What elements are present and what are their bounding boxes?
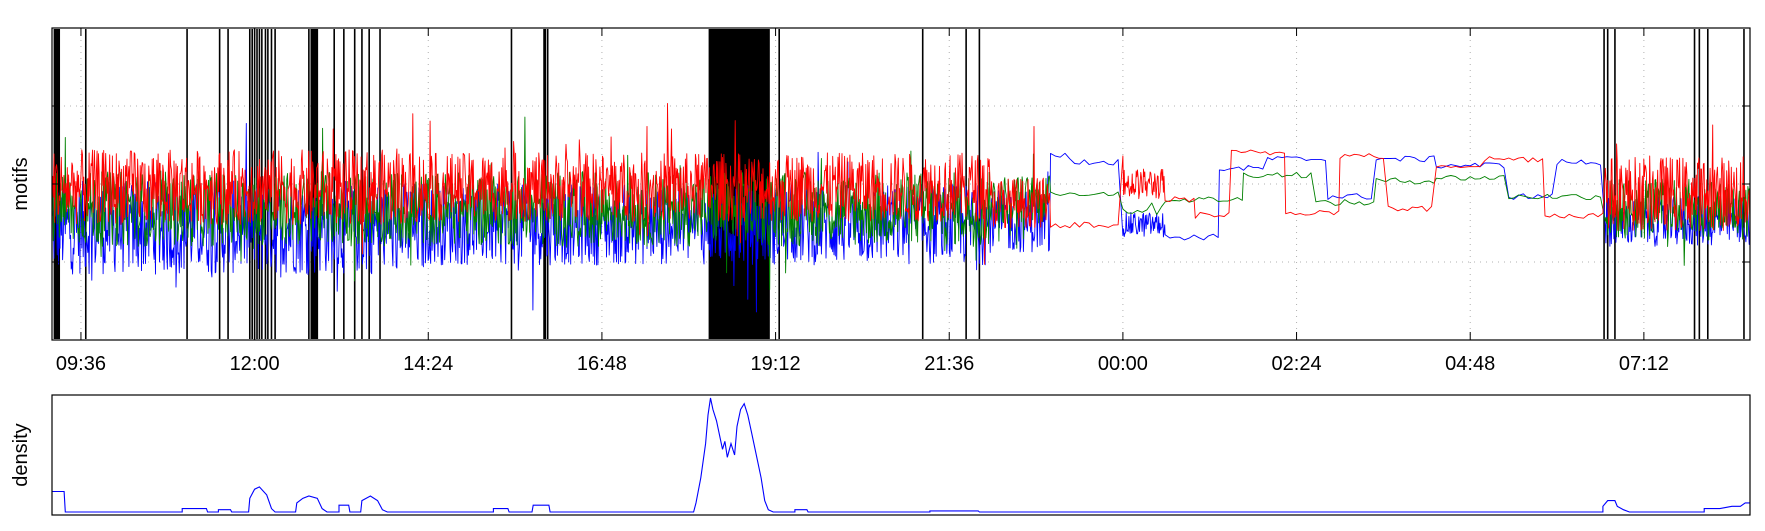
density-line [52, 397, 1750, 513]
x-tick-label-4: 19:12 [751, 353, 801, 375]
density-ylabel: density [10, 423, 32, 486]
x-tick-label-3: 16:48 [577, 353, 627, 375]
density-series [52, 397, 1750, 513]
x-tick-label-2: 14:24 [403, 353, 453, 375]
x-tick-label-5: 21:36 [924, 353, 974, 375]
x-tick-label-6: 00:00 [1098, 353, 1148, 375]
x-tick-label-0: 09:36 [56, 353, 106, 375]
motifs-ticks [52, 28, 1750, 340]
density-plot-frame [51, 394, 1751, 516]
x-tick-label-7: 02:24 [1272, 353, 1322, 375]
motif-series [51, 102, 1751, 313]
x-tick-label-1: 12:00 [230, 353, 280, 375]
x-tick-label-9: 07:12 [1619, 353, 1669, 375]
x-tick-label-8: 04:48 [1445, 353, 1495, 375]
motifs-ylabel: motifs [10, 157, 32, 210]
motifs-panel: motifs 09:36 12:00 14:24 16:48 19:12 21:36 00:… [10, 27, 1751, 375]
x-tick-labels: 09:36 12:00 14:24 16:48 19:12 21:36 00:00 02:24… [56, 353, 1669, 375]
motif-series-green [51, 116, 1751, 290]
motif-series-red [51, 102, 1751, 265]
density-panel: density [10, 394, 1751, 516]
